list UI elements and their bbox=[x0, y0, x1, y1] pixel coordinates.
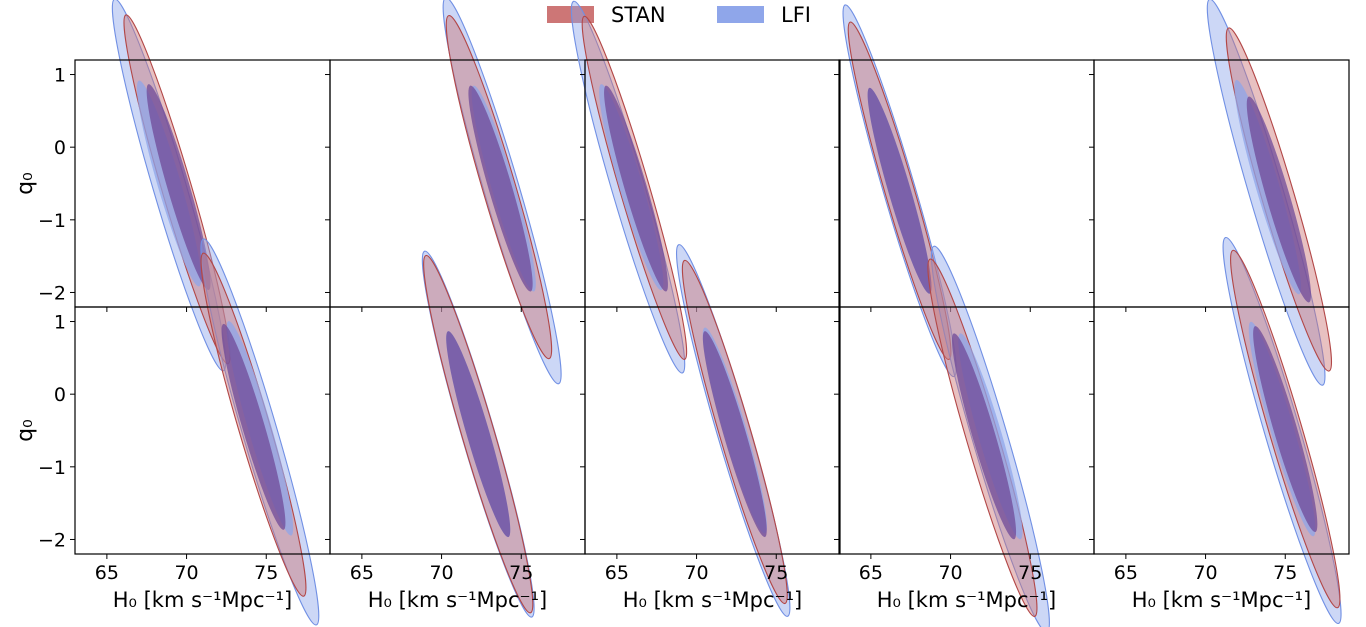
stan-inner-contour bbox=[1246, 96, 1311, 303]
panel-8: 65 70 75 bbox=[580, 244, 841, 617]
legend: STAN LFI bbox=[547, 3, 811, 27]
stan-inner-contour bbox=[221, 323, 286, 530]
y-axis-label: q₀ bbox=[13, 172, 38, 195]
x-tick-label: 75 bbox=[1018, 562, 1042, 584]
x-axis-label: H₀ [km s⁻¹Mpc⁻¹] bbox=[368, 588, 548, 612]
legend-swatch-lfi bbox=[717, 6, 764, 23]
panel-frame bbox=[584, 306, 841, 555]
x-tick-label: 65 bbox=[95, 562, 119, 584]
x-axis-label: H₀ [km s⁻¹Mpc⁻¹] bbox=[113, 588, 293, 612]
y-tick-label: −2 bbox=[38, 282, 66, 304]
x-tick-label: 65 bbox=[1114, 562, 1138, 584]
panel-frame bbox=[1093, 306, 1350, 555]
y-tick-label: 1 bbox=[54, 312, 66, 334]
stan-inner-contour bbox=[146, 84, 211, 291]
x-tick-label: 65 bbox=[859, 562, 883, 584]
panel-1: 1 0 −1 −2 bbox=[38, 0, 331, 372]
y-tick-label: 0 bbox=[54, 384, 66, 406]
x-tick-label: 75 bbox=[1273, 562, 1297, 584]
stan-inner-contour bbox=[952, 333, 1017, 540]
y-tick-label: −1 bbox=[38, 457, 66, 479]
panel-7: 65 70 75 bbox=[325, 250, 586, 618]
legend-label-stan: STAN bbox=[611, 3, 666, 27]
stan-inner-contour bbox=[468, 85, 533, 292]
axis-labels: q₀ H₀ [km s⁻¹Mpc⁻¹] q₀ H₀ [km s⁻¹Mpc⁻¹] H₀ [… bbox=[13, 172, 1311, 612]
y-tick-label: −2 bbox=[38, 529, 66, 551]
panel-grid: 1 0 −1 −2 65 70 75 1 0 −1 −2 65 70 75 65 70 75 65 70 75 65 70… bbox=[38, 0, 1350, 627]
y-axis-label: q₀ bbox=[13, 419, 38, 442]
stan-inner-contour bbox=[604, 85, 668, 292]
x-tick-label: 75 bbox=[509, 562, 533, 584]
x-tick-label: 70 bbox=[1193, 562, 1217, 584]
x-axis-label: H₀ [km s⁻¹Mpc⁻¹] bbox=[1132, 588, 1312, 612]
stan-inner-contour bbox=[446, 331, 511, 538]
y-tick-label: 1 bbox=[54, 65, 66, 87]
x-tick-label: 70 bbox=[684, 562, 708, 584]
legend-label-lfi: LFI bbox=[781, 3, 811, 27]
stan-inner-contour bbox=[702, 331, 767, 538]
x-tick-label: 70 bbox=[429, 562, 453, 584]
x-tick-label: 75 bbox=[764, 562, 788, 584]
panel-5 bbox=[1089, 0, 1350, 386]
x-tick-label: 75 bbox=[254, 562, 278, 584]
panel-10: 65 70 75 bbox=[1089, 236, 1350, 625]
panel-frame bbox=[329, 59, 586, 308]
panel-4 bbox=[834, 4, 1095, 378]
panel-9: 65 70 75 bbox=[834, 245, 1095, 627]
x-tick-label: 65 bbox=[605, 562, 629, 584]
x-tick-label: 70 bbox=[938, 562, 962, 584]
x-axis-label: H₀ [km s⁻¹Mpc⁻¹] bbox=[623, 588, 803, 612]
panel-2 bbox=[325, 0, 586, 385]
y-tick-label: −1 bbox=[38, 210, 66, 232]
x-tick-label: 65 bbox=[350, 562, 374, 584]
stan-inner-contour bbox=[1253, 326, 1318, 533]
x-axis-label: H₀ [km s⁻¹Mpc⁻¹] bbox=[877, 588, 1057, 612]
stan-inner-contour bbox=[867, 87, 932, 294]
panel-3 bbox=[570, 0, 841, 374]
x-tick-label: 70 bbox=[174, 562, 198, 584]
y-tick-label: 0 bbox=[54, 137, 66, 159]
panel-6: 65 70 75 1 0 −1 −2 bbox=[38, 238, 331, 626]
